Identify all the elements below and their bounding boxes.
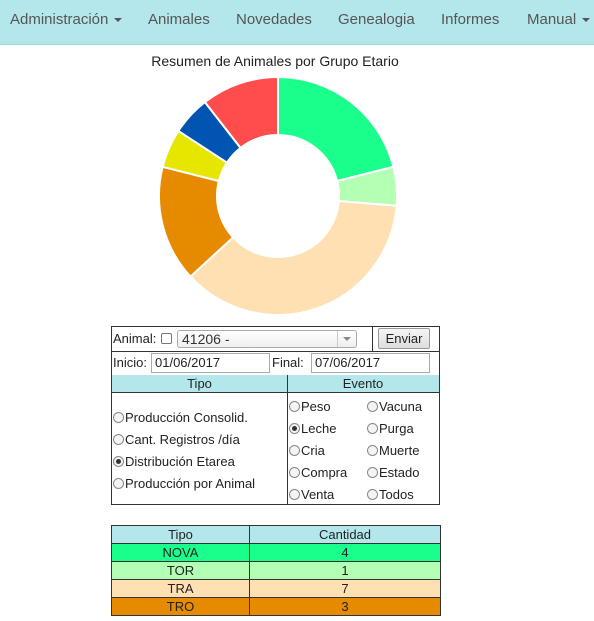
- cell-cantidad: 7: [249, 579, 441, 598]
- cell-tipo: TRA: [111, 579, 250, 598]
- nav-informes[interactable]: Informes: [441, 11, 499, 28]
- summary-table-body: NOVA 4 TOR 1 TRA 7 TRO 3: [111, 543, 441, 616]
- evento-option-label: Peso: [301, 399, 331, 414]
- evento-option-label: Estado: [379, 465, 420, 480]
- table-row: TRA 7: [111, 579, 441, 598]
- nav-label: Novedades: [236, 11, 312, 28]
- select-arrow-box: [337, 331, 356, 347]
- start-label: Inicio:: [113, 355, 147, 370]
- nav-animales[interactable]: Animales: [148, 11, 210, 28]
- cell-cantidad: 4: [249, 543, 441, 562]
- nav-genealogia[interactable]: Genealogia: [338, 11, 415, 28]
- evento-option-label: Cria: [301, 443, 325, 458]
- radio-button[interactable]: [367, 489, 378, 500]
- tipo-header: Tipo: [112, 375, 287, 393]
- radio-button[interactable]: [289, 401, 300, 412]
- chart-title: Resumen de Animales por Grupo Etario: [151, 53, 399, 69]
- evento-option-label: Compra: [301, 465, 348, 480]
- tipo-option-label: Cant. Registros /día: [125, 432, 240, 447]
- evento-option-label: Leche: [301, 421, 337, 436]
- tipo-option-label: Distribución Etarea: [125, 454, 235, 469]
- radio-button[interactable]: [289, 489, 300, 500]
- column-header-cantidad: Cantidad: [249, 525, 441, 544]
- animal-select-value: 41206 -: [182, 331, 230, 347]
- table-row: NOVA 4: [111, 543, 441, 562]
- donut-slice-2: [189, 199, 398, 316]
- cell-tipo: TRO: [111, 597, 250, 616]
- tipo-option-label: Producción Consolid.: [125, 410, 248, 425]
- animal-checkbox[interactable]: [161, 333, 172, 344]
- table-row: TOR 1: [111, 561, 441, 580]
- summary-table: Tipo Cantidad NOVA 4 TOR 1 TRA 7 TRO 3: [111, 525, 441, 616]
- radio-button[interactable]: [289, 445, 300, 456]
- send-button[interactable]: Enviar: [378, 328, 430, 349]
- radio-button[interactable]: [289, 423, 300, 434]
- animal-label: Animal:: [113, 331, 157, 346]
- caret-down-icon: [582, 18, 591, 23]
- evento-option-label: Vacuna: [379, 399, 423, 414]
- radio-button[interactable]: [113, 478, 124, 489]
- divider: [372, 327, 373, 351]
- cell-cantidad: 3: [249, 597, 441, 616]
- cell-tipo: NOVA: [111, 543, 250, 562]
- nav-manual[interactable]: Manual: [527, 11, 591, 28]
- cell-cantidad: 1: [249, 561, 441, 580]
- radio-button[interactable]: [289, 467, 300, 478]
- tipo-option-label: Producción por Animal: [125, 476, 256, 491]
- radio-button[interactable]: [367, 445, 378, 456]
- evento-option-label: Purga: [379, 421, 414, 436]
- nav-label: Genealogia: [338, 11, 415, 28]
- nav-novedades[interactable]: Novedades: [236, 11, 312, 28]
- table-header-row: Tipo Cantidad: [111, 525, 441, 544]
- animal-select[interactable]: 41206 -: [177, 330, 357, 348]
- end-date-input[interactable]: 07/06/2017: [311, 353, 430, 373]
- nav-label: Animales: [148, 11, 210, 28]
- nav-label: Informes: [441, 11, 500, 28]
- report-form: Animal: 41206 - Enviar Inicio: 01/06/201…: [111, 326, 440, 505]
- radio-button[interactable]: [367, 467, 378, 478]
- donut-slice-0: [277, 75, 395, 183]
- top-navbar: Administración Animales Novedades Geneal…: [0, 0, 594, 45]
- divider: [287, 375, 288, 504]
- animal-row: Animal: 41206 - Enviar: [112, 327, 439, 352]
- evento-header: Evento: [287, 375, 439, 393]
- nav-label: Manual: [527, 11, 577, 28]
- radio-button[interactable]: [113, 456, 124, 467]
- radio-button[interactable]: [113, 412, 124, 423]
- nav-label: Administración: [10, 11, 109, 28]
- cell-tipo: TOR: [111, 561, 250, 580]
- chevron-down-icon: [343, 337, 351, 341]
- table-row: TRO 3: [111, 597, 441, 616]
- radio-button[interactable]: [367, 423, 378, 434]
- start-date-input[interactable]: 01/06/2017: [151, 353, 270, 373]
- nav-administracion[interactable]: Administración: [10, 11, 123, 28]
- end-label: Final:: [272, 355, 304, 370]
- donut-slice-6: [203, 75, 279, 150]
- date-row: Inicio: 01/06/2017 Final: 07/06/2017: [112, 351, 439, 376]
- radio-button[interactable]: [113, 434, 124, 445]
- caret-down-icon: [114, 18, 123, 23]
- evento-option-label: Todos: [379, 487, 414, 502]
- radio-button[interactable]: [367, 401, 378, 412]
- column-header-tipo: Tipo: [111, 525, 250, 544]
- evento-option-label: Muerte: [379, 443, 420, 458]
- evento-option-label: Venta: [301, 487, 335, 502]
